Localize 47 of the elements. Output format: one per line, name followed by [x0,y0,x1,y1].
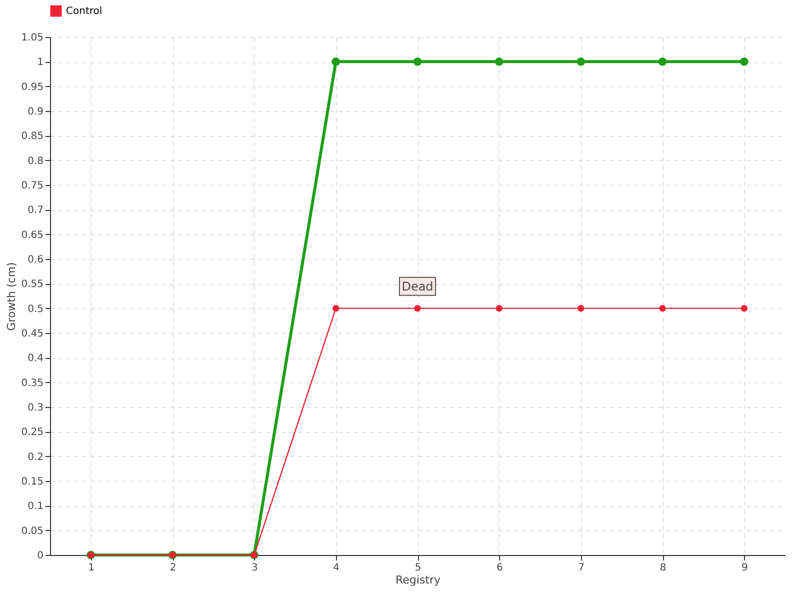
point [332,304,340,312]
point [740,304,748,312]
y-tick-label: 0 [37,550,44,562]
point [576,57,586,66]
y-tick-label: 0.45 [21,328,44,340]
y-tick-label: 0.25 [21,427,44,438]
y-tick-label: 0.55 [21,279,44,290]
x-tick-label: 8 [660,562,666,574]
y-tick-label: 0.65 [21,230,44,241]
y-tick-label: 0.2 [28,452,44,463]
point [496,304,503,312]
point [659,304,666,312]
x-tick-label: 5 [414,562,422,574]
point [413,57,422,66]
y-tick-label: 0.6 [28,254,44,266]
x-tick-label: 9 [741,562,748,574]
y-tick-label: 0.15 [21,476,44,488]
x-tick-label: 4 [333,562,340,574]
point [577,304,584,312]
y-tick-label: 1.05 [21,32,44,44]
y-tick-label: 0.7 [28,205,44,216]
point [494,57,504,66]
legend-label: Control [66,6,102,17]
y-tick-label: 0.1 [28,501,44,512]
point [414,304,421,312]
annotation: Dead [402,279,434,294]
y-tick-label: 0.05 [21,526,44,537]
y-tick-label: 0.5 [28,304,44,315]
x-tick-label: 1 [88,562,95,574]
y-tick-label: 0.95 [21,82,44,93]
y-tick-label: 0.35 [21,378,44,389]
y-tick-label: 0.9 [28,106,44,118]
x-tick-label: 2 [170,562,176,574]
y-tick-label: 0.85 [21,131,44,142]
point [740,57,748,66]
y-tick-label: 0.3 [28,402,44,414]
x-tick-label: 7 [578,562,585,574]
y-tick-label: 0.8 [28,156,44,167]
y-axis-title: Growth (cm) [5,262,18,331]
x-axis-title: Registry [395,574,442,586]
x-tick-label: 3 [251,562,258,574]
y-tick-label: 0.75 [21,180,44,192]
x-tick-label: 6 [496,562,503,574]
point [332,57,340,66]
y-tick-label: 1 [37,57,44,68]
point [658,57,667,66]
y-tick-label: 0.4 [28,353,44,364]
